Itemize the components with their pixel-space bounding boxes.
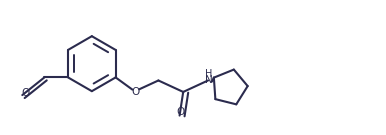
Text: H: H: [205, 69, 212, 79]
Text: N: N: [205, 75, 213, 85]
Text: O: O: [21, 88, 29, 98]
Text: O: O: [131, 87, 140, 97]
Text: O: O: [176, 107, 184, 117]
